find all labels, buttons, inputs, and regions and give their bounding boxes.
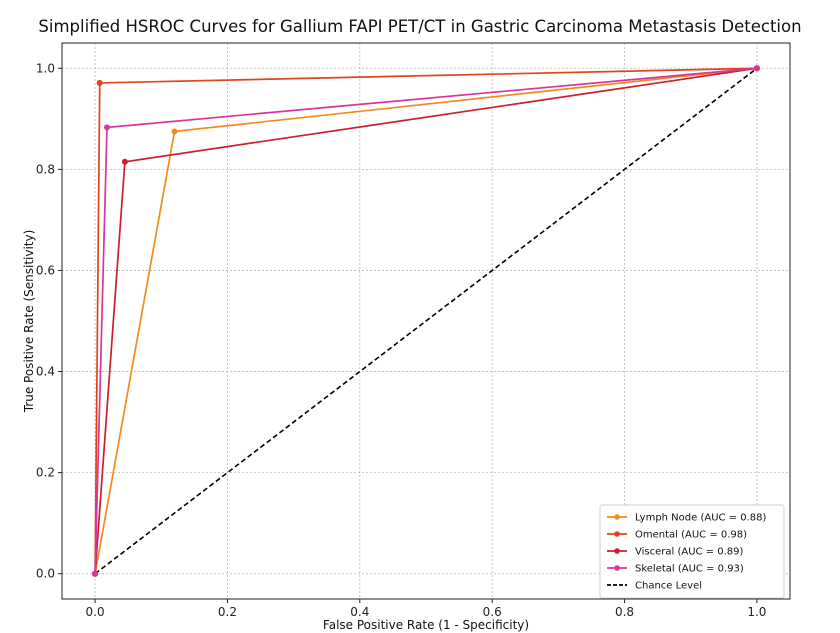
data-point	[121, 158, 128, 165]
y-tick-label: 0.6	[36, 263, 55, 277]
legend: Lymph Node (AUC = 0.88) Omental (AUC = 0.…	[599, 504, 785, 599]
data-point	[96, 79, 103, 86]
legend-label: Skeletal (AUC = 0.93)	[635, 564, 744, 575]
x-tick-label: 0.2	[218, 605, 237, 619]
legend-box	[599, 504, 785, 599]
legend-label: Omental (AUC = 0.98)	[635, 530, 747, 541]
x-tick-label: 0.4	[350, 605, 369, 619]
y-tick-label: 0.2	[36, 466, 55, 480]
series-layer	[92, 65, 760, 577]
legend-item: Skeletal (AUC = 0.93)	[607, 564, 744, 575]
x-tick-label: 0.0	[86, 605, 105, 619]
x-tick-label: 0.6	[483, 605, 502, 619]
x-tick-label: 1.0	[747, 605, 766, 619]
legend-label: Lymph Node (AUC = 0.88)	[635, 513, 767, 524]
x-ticks: 0.0 0.2 0.4 0.6 0.8 1.0	[86, 599, 766, 619]
y-ticks: 0.0 0.2 0.4 0.6 0.8 1.0	[36, 61, 62, 581]
plot-frame	[61, 42, 791, 600]
legend-swatch-marker	[614, 548, 620, 554]
legend-item: Visceral (AUC = 0.89)	[607, 547, 744, 558]
legend-label: Chance Level	[635, 581, 702, 592]
legend-swatch-marker	[614, 514, 620, 520]
legend-swatch-marker	[614, 565, 620, 571]
legend-item: Lymph Node (AUC = 0.88)	[607, 513, 767, 524]
y-tick-label: 0.4	[36, 365, 55, 379]
y-tick-label: 0.8	[36, 162, 55, 176]
legend-item: Chance Level	[607, 581, 702, 592]
legend-label: Visceral (AUC = 0.89)	[635, 547, 744, 558]
y-tick-label: 1.0	[36, 61, 55, 75]
data-point	[92, 570, 99, 577]
reference-layer	[94, 67, 758, 575]
x-tick-label: 0.8	[615, 605, 634, 619]
grid-layer	[62, 43, 790, 599]
y-tick-label: 0.0	[36, 567, 55, 581]
data-point	[104, 124, 111, 131]
data-point	[753, 65, 760, 72]
chance-level-line	[94, 67, 758, 575]
series-3	[92, 65, 760, 577]
chart-title: Simplified HSROC Curves for Gallium FAPI…	[38, 17, 801, 36]
y-axis-label: True Positive Rate (Sensitivity)	[22, 230, 36, 414]
x-axis-label: False Positive Rate (1 - Specificity)	[323, 618, 529, 632]
data-point	[171, 128, 178, 135]
legend-swatch-marker	[614, 531, 620, 537]
legend-item: Omental (AUC = 0.98)	[607, 530, 747, 541]
